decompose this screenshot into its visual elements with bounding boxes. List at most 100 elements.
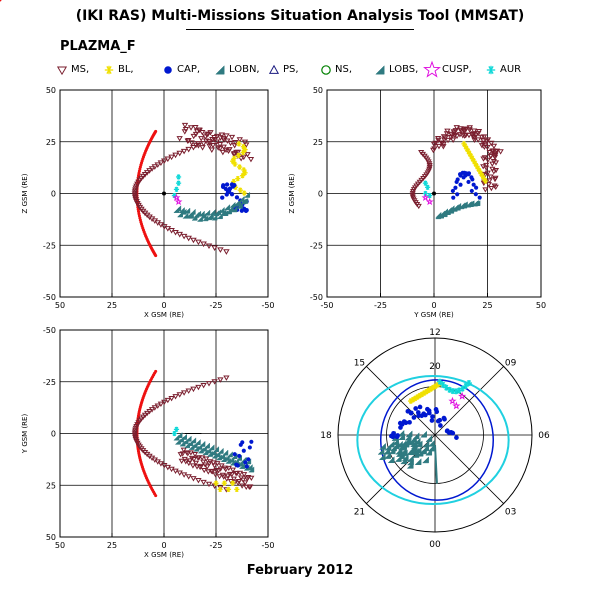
polar-hour-label: 18 — [320, 431, 332, 441]
lobs-point — [200, 212, 207, 219]
x-tick-label: 25 — [482, 301, 492, 310]
aur-point — [171, 430, 177, 437]
ms-point — [415, 203, 422, 210]
y-tick-label: 0 — [51, 430, 56, 439]
aur-point — [440, 381, 447, 388]
polar-spoke — [366, 366, 436, 436]
ms-point — [192, 124, 199, 131]
lobs-point — [217, 447, 224, 454]
ms-point — [204, 464, 211, 470]
bl-point — [217, 486, 223, 492]
x-tick-label: 50 — [55, 301, 65, 310]
ms-point — [223, 133, 230, 139]
ms-point — [235, 479, 243, 485]
ms-point — [486, 150, 493, 156]
ms-point — [211, 483, 218, 489]
polar-hour-label: 06 — [538, 431, 550, 441]
ms-point — [215, 145, 222, 151]
earth-icon — [162, 191, 166, 196]
cusp-point — [448, 396, 457, 405]
cap-point — [451, 195, 456, 200]
legend-label: CUSP, — [442, 64, 472, 75]
ms-point — [243, 484, 250, 490]
legend-item: BL, — [104, 64, 134, 75]
ms-point — [497, 149, 504, 155]
filled-triangle-icon — [215, 65, 225, 75]
lobs-point — [236, 202, 243, 209]
lobs-point — [219, 452, 226, 459]
ms-point — [480, 156, 487, 162]
ms-point — [484, 157, 491, 163]
ms-point — [472, 132, 479, 139]
ms-point — [483, 165, 490, 171]
ms-point — [199, 145, 206, 151]
ms-point — [200, 241, 207, 248]
ms-point — [236, 137, 243, 143]
panel-x-y: 50 25 0 -25 -50 -50 -25 0 25 50 X GSM (RE) Y GSM (R… — [21, 326, 275, 559]
ms-point — [487, 174, 494, 180]
cap-point — [399, 421, 405, 427]
cap-point — [240, 440, 245, 445]
legend: MS, BL, CAP, LOBN, PS, NS, LOBS, CUSP, AUR — [56, 60, 521, 78]
ms-point — [180, 148, 188, 155]
ms-point — [178, 458, 185, 464]
ms-point — [191, 452, 199, 458]
ms-point — [205, 381, 213, 387]
y-tick-label: 25 — [46, 481, 56, 490]
ms-point — [185, 388, 192, 394]
asterisk-icon — [486, 65, 496, 75]
cap-point — [391, 430, 396, 436]
ms-point — [217, 247, 224, 253]
lobs-point — [185, 435, 192, 442]
lobs-point — [214, 451, 221, 458]
ms-point — [172, 229, 179, 236]
lobs-point — [383, 447, 390, 455]
ms-point — [190, 133, 197, 140]
asterisk-icon — [104, 65, 114, 75]
y-axis-label: Y GSM (RE) — [21, 414, 29, 455]
lobs-point — [176, 432, 183, 439]
ms-point — [180, 472, 188, 478]
ms-point — [217, 466, 224, 472]
ms-point — [192, 460, 200, 466]
ms-point — [206, 143, 213, 150]
ms-point — [184, 451, 191, 457]
legend-label: NS, — [335, 64, 352, 75]
cusp-point — [458, 391, 467, 400]
ms-point — [198, 463, 205, 470]
cap-point — [407, 419, 412, 425]
ms-point — [189, 463, 197, 469]
y-tick-label: 50 — [313, 86, 323, 95]
ms-point — [180, 390, 188, 396]
ms-point — [190, 144, 197, 151]
bl-point — [232, 161, 238, 167]
ms-point — [208, 147, 215, 153]
bl-point — [239, 173, 246, 179]
ms-point — [211, 134, 218, 141]
cap-point — [394, 434, 400, 440]
ms-point — [484, 170, 491, 176]
ms-point — [244, 152, 251, 158]
ms-point — [195, 477, 202, 484]
legend-label: PS, — [283, 64, 299, 75]
ms-point — [240, 477, 247, 483]
ms-point — [492, 184, 499, 190]
x-tick-label: -25 — [374, 301, 387, 310]
ms-point — [224, 473, 231, 479]
lobs-point — [198, 210, 205, 217]
ms-point — [225, 465, 232, 472]
ms-point — [228, 472, 235, 478]
ms-point — [200, 141, 207, 147]
ms-point — [231, 143, 238, 149]
ms-point — [461, 133, 468, 139]
ms-point — [218, 132, 226, 138]
lobs-point — [228, 456, 235, 463]
lobs-point — [205, 447, 212, 454]
bl-point — [213, 480, 219, 486]
cap-point — [411, 415, 417, 420]
cap-point — [429, 418, 435, 423]
ms-point — [453, 125, 460, 131]
lobs-point — [178, 206, 185, 213]
ms-point — [239, 483, 246, 489]
